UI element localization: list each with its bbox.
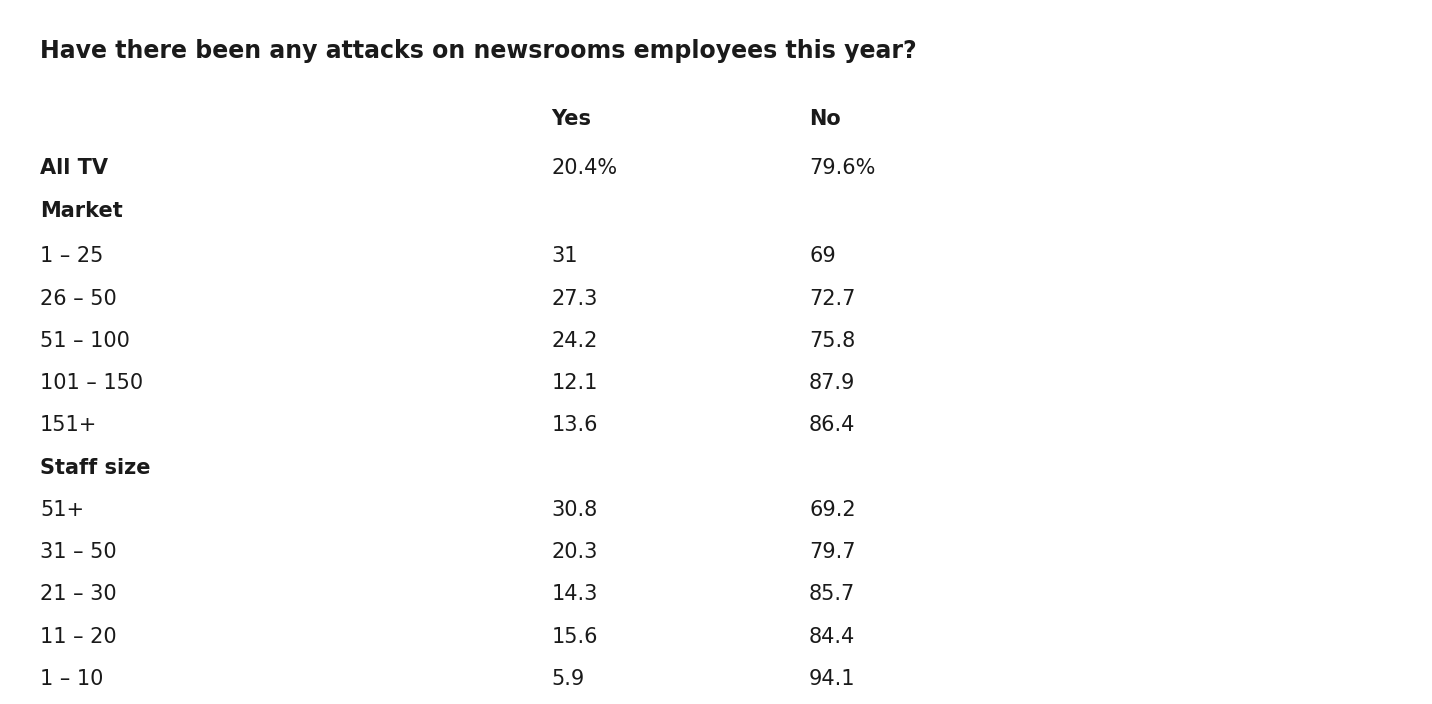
Text: 79.7: 79.7 bbox=[809, 542, 855, 562]
Text: All TV: All TV bbox=[40, 158, 107, 178]
Text: 86.4: 86.4 bbox=[809, 415, 855, 435]
Text: 11 – 20: 11 – 20 bbox=[40, 627, 117, 646]
Text: 20.3: 20.3 bbox=[551, 542, 597, 562]
Text: Staff size: Staff size bbox=[40, 458, 150, 477]
Text: 20.4%: 20.4% bbox=[551, 158, 617, 178]
Text: 31: 31 bbox=[551, 246, 579, 266]
Text: 12.1: 12.1 bbox=[551, 373, 597, 393]
Text: Market: Market bbox=[40, 201, 123, 220]
Text: 15.6: 15.6 bbox=[551, 627, 597, 646]
Text: 51 – 100: 51 – 100 bbox=[40, 331, 130, 351]
Text: 14.3: 14.3 bbox=[551, 584, 597, 604]
Text: Have there been any attacks on newsrooms employees this year?: Have there been any attacks on newsrooms… bbox=[40, 39, 916, 63]
Text: 69: 69 bbox=[809, 246, 836, 266]
Text: 79.6%: 79.6% bbox=[809, 158, 875, 178]
Text: 31 – 50: 31 – 50 bbox=[40, 542, 117, 562]
Text: 1 – 10: 1 – 10 bbox=[40, 669, 103, 689]
Text: No: No bbox=[809, 109, 841, 129]
Text: 1 – 25: 1 – 25 bbox=[40, 246, 103, 266]
Text: 75.8: 75.8 bbox=[809, 331, 855, 351]
Text: 21 – 30: 21 – 30 bbox=[40, 584, 117, 604]
Text: 51+: 51+ bbox=[40, 500, 84, 520]
Text: 84.4: 84.4 bbox=[809, 627, 855, 646]
Text: 69.2: 69.2 bbox=[809, 500, 856, 520]
Text: 101 – 150: 101 – 150 bbox=[40, 373, 143, 393]
Text: 151+: 151+ bbox=[40, 415, 97, 435]
Text: 85.7: 85.7 bbox=[809, 584, 855, 604]
Text: 72.7: 72.7 bbox=[809, 289, 855, 308]
Text: 13.6: 13.6 bbox=[551, 415, 597, 435]
Text: 87.9: 87.9 bbox=[809, 373, 855, 393]
Text: 24.2: 24.2 bbox=[551, 331, 597, 351]
Text: Yes: Yes bbox=[551, 109, 591, 129]
Text: 5.9: 5.9 bbox=[551, 669, 584, 689]
Text: 94.1: 94.1 bbox=[809, 669, 855, 689]
Text: 26 – 50: 26 – 50 bbox=[40, 289, 117, 308]
Text: 27.3: 27.3 bbox=[551, 289, 597, 308]
Text: 30.8: 30.8 bbox=[551, 500, 597, 520]
